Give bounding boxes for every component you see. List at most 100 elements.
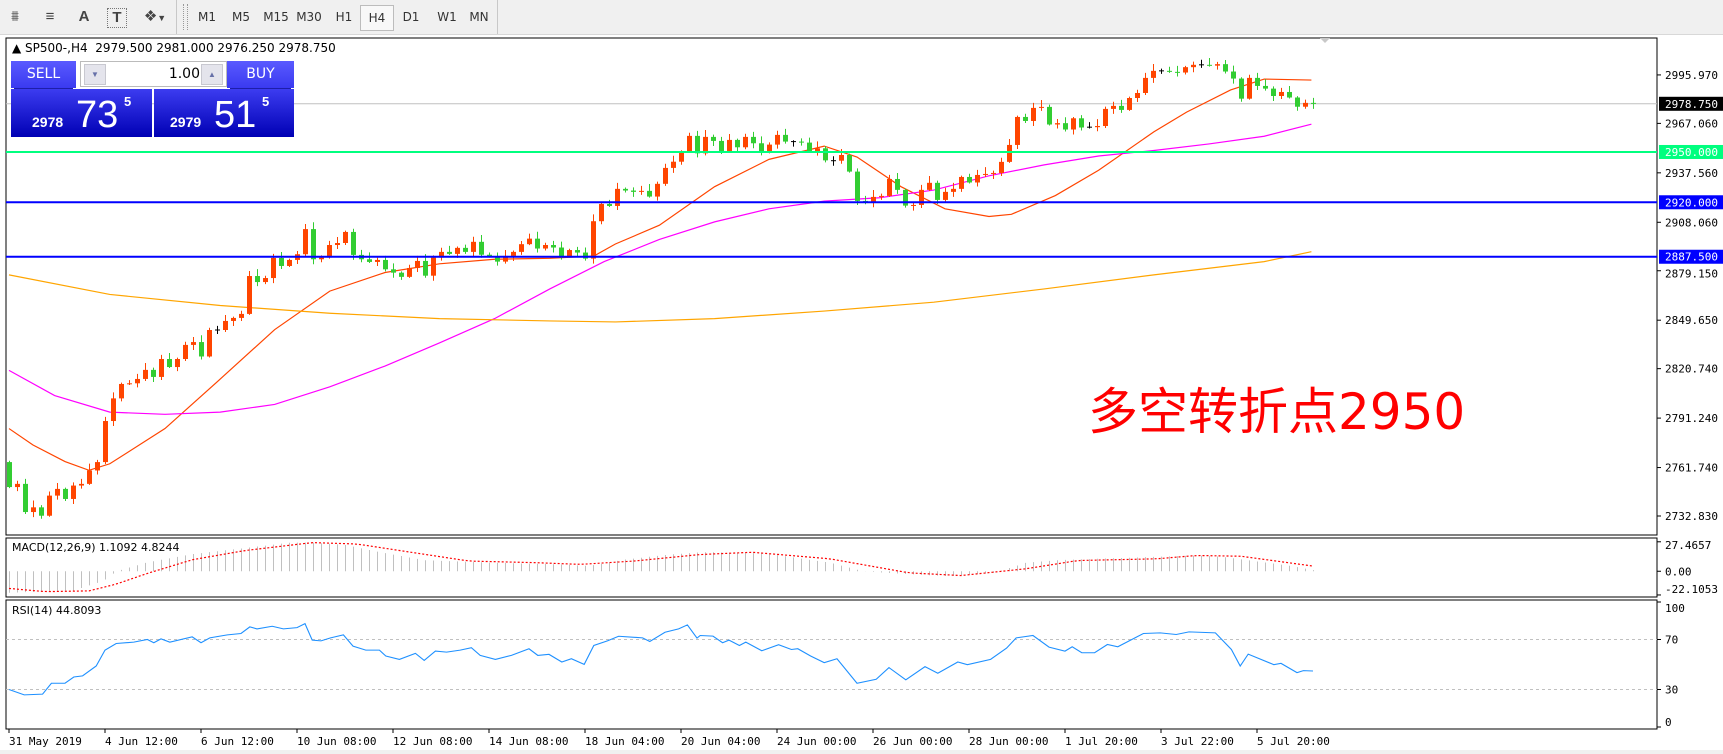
candle[interactable] <box>535 231 540 253</box>
candle[interactable] <box>855 168 860 205</box>
timeframe-mn[interactable]: MN <box>469 10 489 24</box>
candle[interactable] <box>871 190 876 208</box>
candle[interactable] <box>1063 117 1068 132</box>
candle[interactable] <box>375 257 380 266</box>
candle[interactable] <box>903 188 908 208</box>
candle[interactable] <box>1311 97 1316 109</box>
candle[interactable] <box>383 255 388 272</box>
candle[interactable] <box>1159 68 1164 74</box>
candle[interactable] <box>1023 113 1028 123</box>
candle[interactable] <box>1135 89 1140 103</box>
candle[interactable] <box>95 459 100 475</box>
timeframe-m15[interactable]: M15 <box>263 10 289 24</box>
candle[interactable] <box>1263 79 1268 91</box>
candle[interactable] <box>31 500 36 518</box>
candle[interactable] <box>247 270 252 315</box>
candle[interactable] <box>215 325 220 335</box>
candle[interactable] <box>103 416 108 465</box>
collapse-triangle-icon[interactable]: ▲ <box>12 41 26 55</box>
candle[interactable] <box>1271 86 1276 102</box>
candle[interactable] <box>831 156 836 166</box>
toolbar-grip[interactable] <box>183 4 188 30</box>
candle[interactable] <box>623 187 628 193</box>
candle[interactable] <box>1303 99 1308 109</box>
candle[interactable] <box>791 140 796 147</box>
timeframe-h1[interactable]: H1 <box>335 10 353 24</box>
candle[interactable] <box>951 182 956 197</box>
volume-stepper[interactable]: ▼ 1.00 ▲ <box>80 61 227 87</box>
candle[interactable] <box>959 175 964 192</box>
candle[interactable] <box>1287 86 1292 99</box>
candle[interactable] <box>415 255 420 273</box>
candle[interactable] <box>279 251 284 269</box>
candle[interactable] <box>991 170 996 179</box>
candle[interactable] <box>607 199 612 207</box>
candle[interactable] <box>271 253 276 284</box>
candle[interactable] <box>1007 138 1012 163</box>
candle[interactable] <box>1079 115 1084 131</box>
candle[interactable] <box>823 146 828 163</box>
candle[interactable] <box>1151 63 1156 83</box>
candle[interactable] <box>639 185 644 195</box>
candle[interactable] <box>1175 65 1180 77</box>
candle[interactable] <box>983 167 988 177</box>
candle[interactable] <box>1191 61 1196 73</box>
candle[interactable] <box>79 478 84 489</box>
candle[interactable] <box>351 228 356 260</box>
arrows-dropdown-icon[interactable]: ❖▼ <box>140 6 170 28</box>
candle[interactable] <box>583 247 588 261</box>
timeframe-d1[interactable]: D1 <box>402 10 420 24</box>
buy-price-button[interactable]: 2979 51 5 <box>154 89 294 137</box>
candle[interactable] <box>615 182 620 210</box>
timeframe-m1[interactable]: M1 <box>198 10 216 24</box>
candle[interactable] <box>511 250 516 261</box>
candle[interactable] <box>687 132 692 153</box>
candle[interactable] <box>895 173 900 194</box>
candle[interactable] <box>391 263 396 278</box>
candle[interactable] <box>807 137 812 153</box>
candle[interactable] <box>439 247 444 261</box>
candle[interactable] <box>175 357 180 372</box>
candle[interactable] <box>1047 104 1052 126</box>
candle[interactable] <box>743 133 748 150</box>
candle[interactable] <box>1055 119 1060 129</box>
candle[interactable] <box>191 337 196 350</box>
candle[interactable] <box>167 353 172 369</box>
candle[interactable] <box>1095 119 1100 132</box>
candle[interactable] <box>1127 96 1132 111</box>
candle[interactable] <box>183 341 188 362</box>
candle[interactable] <box>87 463 92 485</box>
candle[interactable] <box>1295 96 1300 111</box>
candle[interactable] <box>1223 60 1228 74</box>
candle[interactable] <box>815 141 820 156</box>
candle[interactable] <box>119 382 124 402</box>
candle[interactable] <box>663 163 668 186</box>
candle[interactable] <box>407 264 412 278</box>
candle[interactable] <box>23 478 28 515</box>
candle[interactable] <box>135 373 140 388</box>
candle[interactable] <box>799 138 804 146</box>
candle[interactable] <box>943 187 948 202</box>
candle[interactable] <box>159 354 164 380</box>
candle[interactable] <box>287 258 292 267</box>
candle[interactable] <box>735 138 740 152</box>
candle[interactable] <box>1231 65 1236 84</box>
candle[interactable] <box>1279 87 1284 100</box>
candle[interactable] <box>1239 77 1244 102</box>
candle[interactable] <box>935 180 940 204</box>
fibonacci-icon[interactable]: ≡ <box>45 8 55 25</box>
candle[interactable] <box>199 335 204 360</box>
candle[interactable] <box>1119 99 1124 113</box>
candle[interactable] <box>1143 72 1148 95</box>
candle[interactable] <box>231 316 236 326</box>
volume-decrease-button[interactable]: ▼ <box>84 64 106 85</box>
candle[interactable] <box>647 183 652 198</box>
timeframe-h4[interactable]: H4 <box>360 5 394 31</box>
candle[interactable] <box>479 234 484 258</box>
timeframe-w1[interactable]: W1 <box>437 10 457 24</box>
candle[interactable] <box>575 246 580 257</box>
candle[interactable] <box>471 236 476 257</box>
candle[interactable] <box>343 230 348 246</box>
candle[interactable] <box>335 237 340 250</box>
candle[interactable] <box>431 255 436 281</box>
